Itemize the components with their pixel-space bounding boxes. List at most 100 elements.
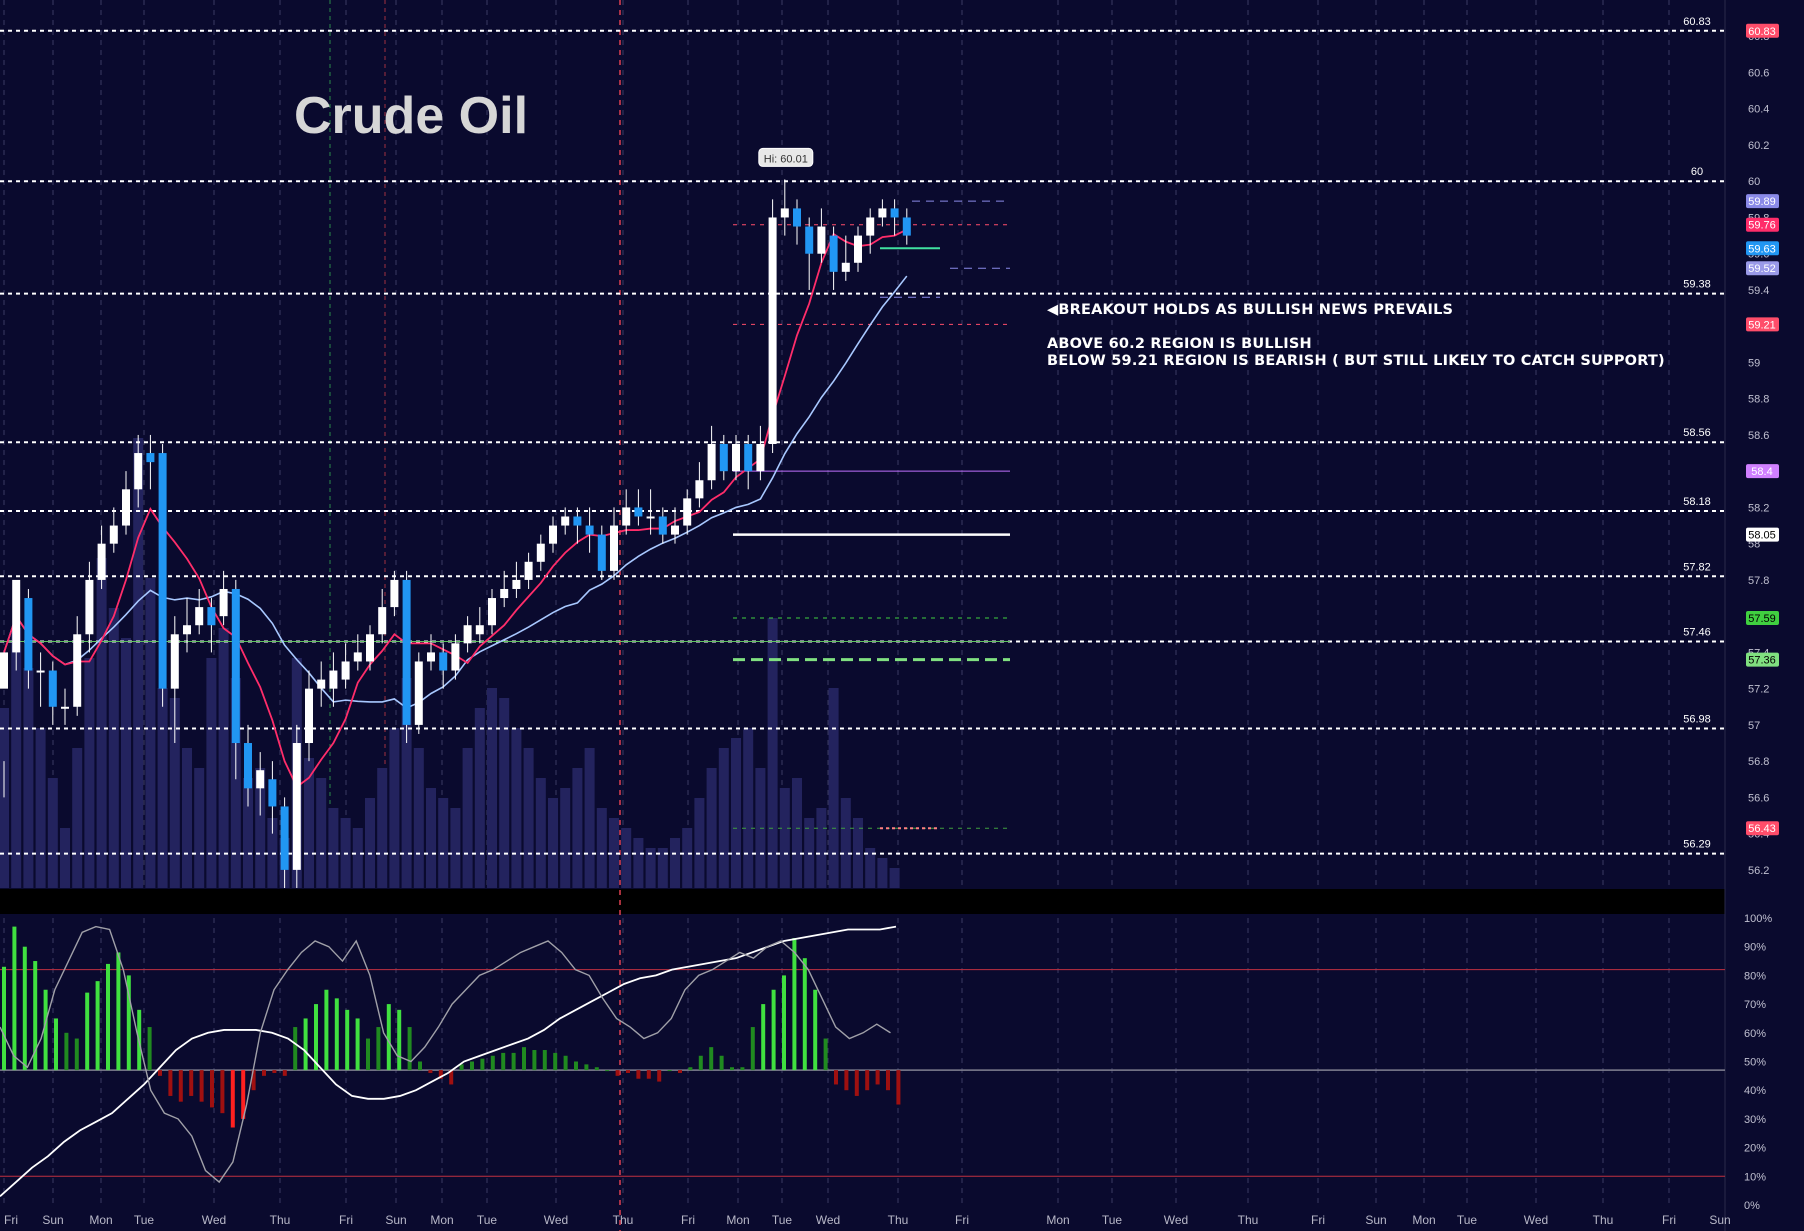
- oscillator-bar: [886, 1070, 890, 1091]
- x-axis-label: Mon: [89, 1213, 112, 1227]
- oscillator-bar: [802, 958, 807, 1071]
- hi-label-box: [758, 147, 814, 167]
- candle-body: [536, 543, 545, 562]
- price-marker: [1746, 217, 1779, 232]
- volume-bar: [230, 678, 241, 888]
- oscillator-bar: [345, 1009, 350, 1071]
- volume-bar: [11, 628, 22, 888]
- volume-bar: [499, 698, 510, 888]
- key-level-label: 56.98: [1683, 714, 1711, 726]
- oscillator-bar: [490, 1055, 495, 1071]
- oscillator-bar: [2, 966, 6, 1071]
- candle-body: [61, 706, 69, 709]
- oscillator-tick-label: 10%: [1744, 1171, 1766, 1183]
- price-marker-label: 58.4: [1751, 466, 1772, 478]
- oscillator-bar: [688, 1067, 693, 1071]
- key-level-label: 57.82: [1683, 561, 1711, 573]
- price-marker: [1746, 23, 1779, 38]
- candle-body: [707, 444, 716, 481]
- oscillator-bar: [771, 989, 776, 1071]
- oscillator-bar: [563, 1055, 568, 1071]
- oscillator-bar: [376, 1027, 381, 1071]
- oscillator-bar: [22, 946, 27, 1071]
- x-axis-label: Sun: [385, 1213, 406, 1227]
- candle-body: [0, 652, 8, 689]
- oscillator-bar: [355, 1018, 360, 1071]
- candle-body: [634, 507, 643, 517]
- price-marker: [1746, 241, 1779, 256]
- candle-body: [402, 579, 411, 725]
- price-marker: [1746, 317, 1779, 332]
- x-axis-label: Sun: [1365, 1213, 1386, 1227]
- key-level-label: 56.29: [1683, 839, 1711, 851]
- oscillator-bar: [282, 1070, 287, 1076]
- candle-body: [207, 607, 216, 626]
- oscillator-tick-label: 90%: [1744, 942, 1766, 954]
- panel-separator: [0, 889, 1804, 914]
- candle-body: [805, 226, 814, 254]
- candle-body: [305, 688, 313, 744]
- volume-bar: [572, 768, 583, 888]
- candle-body: [414, 661, 423, 725]
- price-marker: [1746, 194, 1779, 209]
- volume-bar: [511, 728, 522, 888]
- candle-body: [268, 779, 277, 807]
- candle-body: [768, 217, 777, 444]
- price-tick-label: 56.8: [1748, 756, 1769, 768]
- volume-bar: [108, 608, 119, 888]
- x-axis-label: Thu: [888, 1213, 909, 1227]
- x-axis-label: Fri: [1311, 1213, 1325, 1227]
- hi-label: Hi: 60.01: [764, 153, 808, 165]
- oscillator-bar: [584, 1064, 589, 1071]
- candle-body: [36, 670, 45, 673]
- oscillator-bar: [210, 1070, 214, 1108]
- volume-bar: [47, 778, 58, 888]
- candle-body: [866, 217, 875, 236]
- volume-bar: [304, 758, 314, 888]
- x-axis-label: Mon: [430, 1213, 453, 1227]
- volume-bar: [218, 628, 229, 888]
- price-tick-label: 57.8: [1748, 575, 1769, 587]
- oscillator-bar: [314, 1004, 318, 1071]
- annotation-breakout: ◀BREAKOUT HOLDS AS BULLISH NEWS PREVAILS: [1047, 302, 1454, 318]
- key-level-label: 60: [1691, 166, 1703, 178]
- price-tick-label: 58.2: [1748, 502, 1769, 514]
- volume-bar: [169, 698, 180, 888]
- volume-bar: [706, 768, 717, 888]
- x-axis-label: Wed: [544, 1213, 568, 1227]
- candle-body: [829, 235, 838, 272]
- x-axis-label: Tue: [134, 1213, 155, 1227]
- oscillator-bar: [43, 989, 48, 1071]
- oscillator-bar: [678, 1070, 682, 1073]
- volume-bar: [535, 778, 546, 888]
- volume-bar: [352, 828, 363, 888]
- oscillator-bar: [397, 1009, 402, 1071]
- oscillator-bar: [418, 1061, 422, 1071]
- oscillator-bar: [407, 1027, 412, 1071]
- volume-bar: [657, 848, 668, 888]
- oscillator-bar: [95, 981, 100, 1071]
- volume-bar: [840, 798, 851, 888]
- oscillator-tick-label: 80%: [1744, 970, 1766, 982]
- volume-bar: [474, 708, 485, 888]
- oscillator-bar: [428, 1070, 433, 1073]
- candle-body: [256, 770, 265, 789]
- oscillator-tick-label: 50%: [1744, 1057, 1766, 1069]
- volume-bar: [682, 828, 693, 888]
- oscillator-bar: [386, 1004, 391, 1071]
- oscillator-bar: [480, 1058, 485, 1071]
- oscillator-bar: [615, 1070, 620, 1076]
- candle-body: [134, 453, 143, 490]
- oscillator-bar: [854, 1070, 859, 1096]
- oscillator-bar: [168, 1070, 173, 1096]
- oscillator-bar: [189, 1070, 194, 1096]
- volume-bar: [145, 578, 156, 888]
- oscillator-bar: [667, 1070, 672, 1072]
- x-axis-label: Tue: [1102, 1213, 1123, 1227]
- x-axis-label: Tue: [772, 1213, 793, 1227]
- candle-body: [622, 507, 631, 526]
- candle-body: [756, 444, 765, 472]
- volume-bar: [182, 748, 192, 888]
- price-marker-label: 60.83: [1748, 26, 1776, 38]
- oscillator-tick-label: 40%: [1744, 1085, 1766, 1097]
